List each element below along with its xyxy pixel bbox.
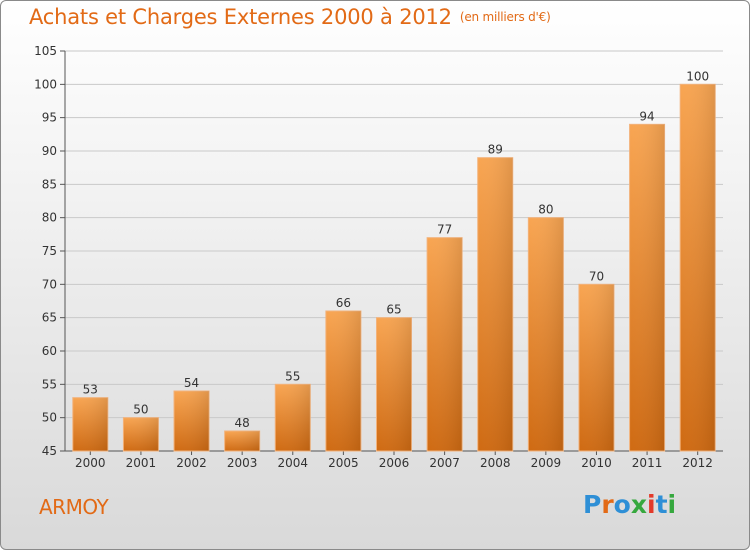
- brand-letter: r: [601, 490, 614, 519]
- bar-shade-2000: [72, 397, 108, 451]
- y-tick-label: 100: [34, 77, 57, 91]
- bar-shade-2001: [123, 417, 159, 451]
- data-label: 70: [589, 269, 604, 283]
- bars: [72, 83, 716, 452]
- data-label: 54: [184, 376, 199, 390]
- bar-shade-2005: [325, 311, 361, 451]
- y-tick-label: 45: [42, 444, 57, 458]
- x-tick-label: 2002: [176, 456, 207, 470]
- y-tick-label: 55: [42, 377, 57, 391]
- x-tick-label: 2012: [682, 456, 713, 470]
- data-label: 77: [437, 223, 452, 237]
- bar-shade-2006: [376, 317, 412, 451]
- bar-shade-2010: [578, 284, 614, 451]
- brand-letter: i: [667, 490, 677, 519]
- bar-shade-2002: [174, 391, 210, 451]
- bar-shade-2004: [275, 384, 311, 451]
- axes: 45 50 55 60 65 70 75 80 85 90 95 100 105 2000 2001 2002…: [34, 44, 723, 470]
- y-tick-label: 65: [42, 311, 57, 325]
- y-tick-label: 95: [42, 111, 57, 125]
- x-tick-label: 2006: [379, 456, 410, 470]
- bar-shade-2003: [224, 431, 260, 451]
- brand-letter: t: [655, 490, 668, 519]
- x-tick-label: 2008: [480, 456, 511, 470]
- data-label: 65: [386, 303, 401, 317]
- y-tick-label: 105: [34, 44, 57, 58]
- data-label: 50: [133, 403, 148, 417]
- x-tick-label: 2011: [632, 456, 663, 470]
- x-tick-label: 2007: [429, 456, 460, 470]
- y-tick-label: 85: [42, 177, 57, 191]
- y-tick-label: 80: [42, 211, 57, 225]
- x-tick-label: 2009: [531, 456, 562, 470]
- brand-letter: x: [630, 490, 647, 519]
- brand-letter: o: [613, 490, 631, 519]
- y-tick-label: 75: [42, 244, 57, 258]
- bar-shade-2007: [427, 237, 463, 451]
- x-tick-label: 2005: [328, 456, 359, 470]
- proxiti-logo: Proxiti: [583, 490, 676, 519]
- bar-shade-2012: [680, 84, 716, 451]
- brand-letter: i: [647, 490, 656, 519]
- data-labels: 53 50 54 48 55 66 65 77 89 80 70 94 100: [83, 69, 709, 430]
- y-tick-label: 70: [42, 277, 57, 291]
- y-tick-label: 90: [42, 144, 57, 158]
- bar-shade-2011: [629, 124, 665, 451]
- x-tick-label: 2010: [581, 456, 612, 470]
- data-label: 53: [83, 383, 98, 397]
- data-label: 100: [686, 69, 709, 83]
- y-tick-label: 50: [42, 411, 57, 425]
- data-label: 80: [538, 203, 553, 217]
- chart-title: Achats et Charges Externes 2000 à 2012 (e…: [29, 5, 551, 29]
- bar-shade-2008: [477, 157, 513, 451]
- x-tick-label: 2001: [126, 456, 157, 470]
- location-label: ARMOY: [39, 495, 109, 519]
- brand-letter: P: [583, 490, 602, 519]
- data-label: 66: [336, 296, 351, 310]
- bar-shade-2009: [528, 217, 564, 451]
- data-label: 89: [488, 143, 503, 157]
- x-tick-label: 2003: [227, 456, 258, 470]
- data-label: 94: [639, 109, 654, 123]
- y-tick-label: 60: [42, 344, 57, 358]
- data-label: 48: [235, 416, 250, 430]
- x-tick-label: 2000: [75, 456, 106, 470]
- chart-title-text: Achats et Charges Externes 2000 à 2012: [29, 5, 452, 29]
- chart-subtitle: (en milliers d'€): [459, 10, 551, 24]
- x-tick-label: 2004: [277, 456, 308, 470]
- data-label: 55: [285, 369, 300, 383]
